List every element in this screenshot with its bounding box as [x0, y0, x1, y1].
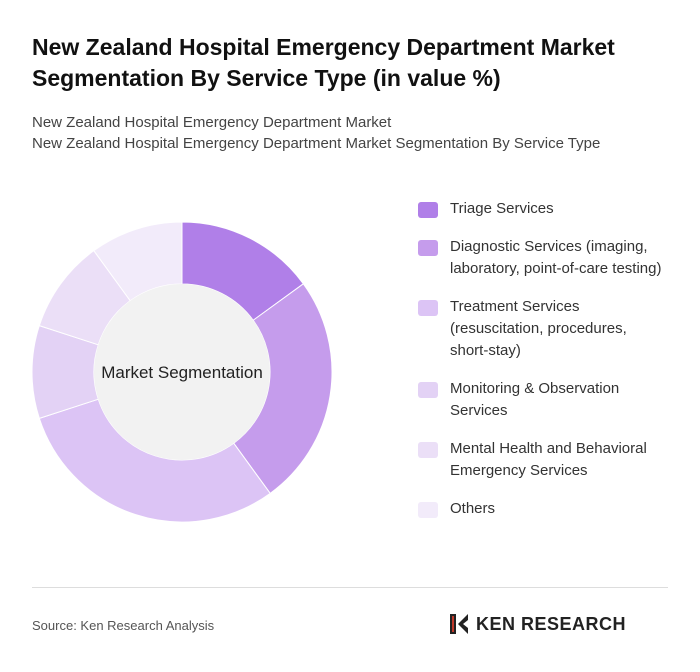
legend-item: Others	[418, 498, 668, 520]
divider	[32, 587, 668, 588]
logo: KEN RESEARCH	[448, 612, 626, 636]
legend-label: Diagnostic Services (imaging, laboratory…	[450, 238, 662, 277]
donut-hole	[94, 284, 270, 460]
legend-swatch	[418, 442, 438, 458]
legend-item: Treatment Services (resuscitation, proce…	[418, 296, 668, 362]
legend-item: Mental Health and Behavioral Emergency S…	[418, 438, 668, 482]
legend-label: Others	[450, 500, 496, 517]
legend-item: Monitoring & Observation Services	[418, 378, 668, 422]
legend-swatch	[418, 202, 438, 218]
source: Source: Ken Research Analysis	[32, 618, 215, 633]
center-label: Market Segmentation	[101, 363, 263, 382]
legend-item: Diagnostic Services (imaging, laboratory…	[418, 236, 668, 280]
legend-swatch	[418, 300, 438, 316]
legend-label: Treatment Services (resuscitation, proce…	[450, 298, 627, 359]
legend-label: Monitoring & Observation Services	[450, 380, 620, 419]
logo-icon	[450, 614, 468, 634]
legend-label: Triage Services	[450, 200, 554, 217]
legend-swatch	[418, 502, 438, 518]
chart-title: New Zealand Hospital Emergency Departmen…	[32, 34, 615, 91]
donut-chart: Market Segmentation	[31, 221, 333, 523]
subtitle: New Zealand Hospital Emergency Departmen…	[32, 114, 392, 131]
legend-label: Mental Health and Behavioral Emergency S…	[450, 440, 647, 479]
logo-text: KEN RESEARCH	[476, 613, 627, 634]
legend-swatch	[418, 240, 438, 256]
subtitle: New Zealand Hospital Emergency Departmen…	[32, 135, 601, 152]
legend: Triage Services Diagnostic Services (imag…	[418, 198, 668, 536]
legend-swatch	[418, 382, 438, 398]
legend-item: Triage Services	[418, 198, 668, 220]
